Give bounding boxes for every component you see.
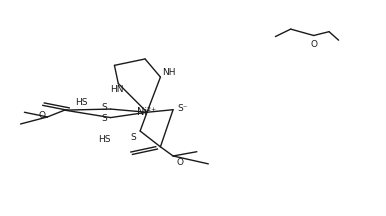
Text: S: S [102, 103, 108, 113]
Text: O: O [310, 40, 317, 49]
Text: HS: HS [98, 135, 111, 144]
Text: S: S [130, 133, 136, 142]
Text: O: O [39, 111, 46, 120]
Text: S⁻: S⁻ [178, 104, 188, 113]
Text: HN: HN [110, 84, 124, 94]
Text: Ni²⁺: Ni²⁺ [137, 107, 157, 117]
Text: S: S [102, 114, 108, 123]
Text: NH: NH [163, 68, 176, 77]
Text: HS: HS [75, 98, 88, 107]
Text: O: O [176, 158, 183, 167]
